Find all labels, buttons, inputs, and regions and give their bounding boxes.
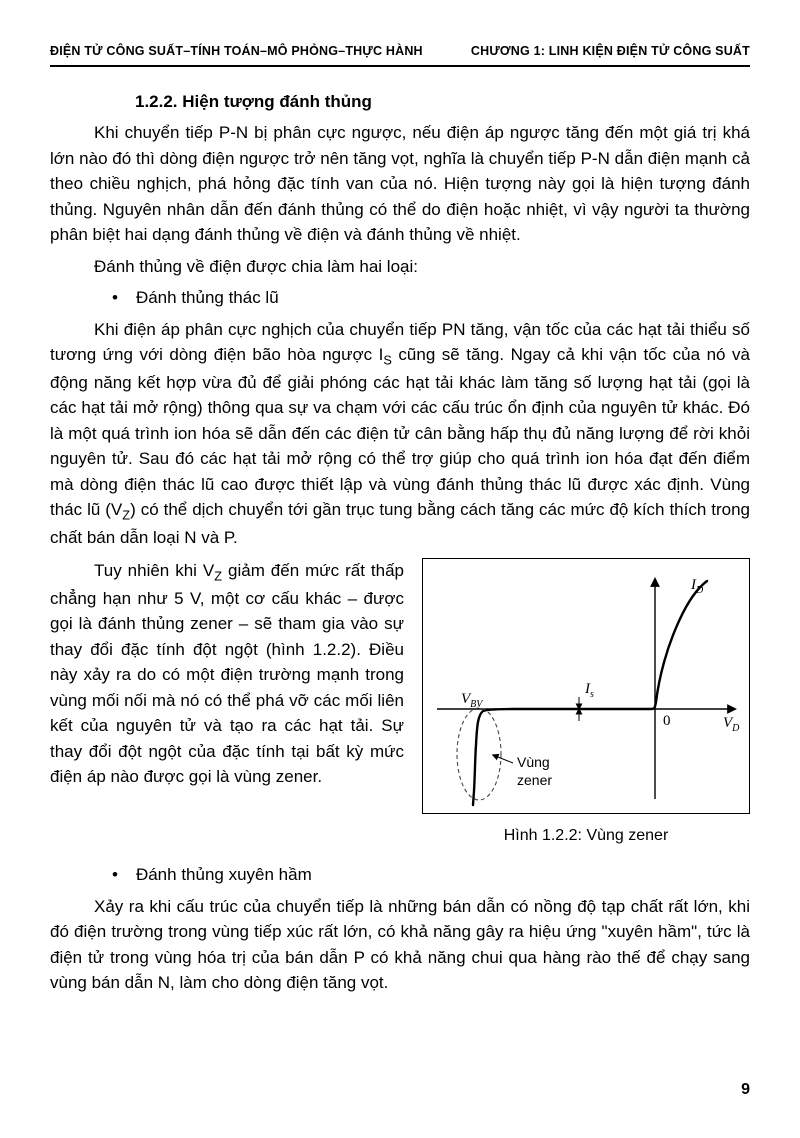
svg-text:0: 0 bbox=[663, 713, 671, 729]
bullet-item-1: • Đánh thủng thác lũ bbox=[112, 285, 750, 311]
sub-line-1: Đánh thủng về điện được chia làm hai loạ… bbox=[50, 254, 750, 280]
two-column-region: Tuy nhiên khi VZ giảm đến mức rất thấp c… bbox=[50, 558, 750, 848]
svg-text:ID: ID bbox=[690, 577, 704, 596]
paragraph-2: Khi điện áp phân cực nghịch của chuyển t… bbox=[50, 317, 750, 551]
paragraph-3: Tuy nhiên khi VZ giảm đến mức rất thấp c… bbox=[50, 558, 404, 790]
bullet-dot-icon: • bbox=[112, 285, 118, 311]
header-left: ĐIỆN TỬ CÔNG SUẤT–TÍNH TOÁN–MÔ PHỎNG–THỰ… bbox=[50, 42, 423, 61]
bullet-item-2: • Đánh thủng xuyên hầm bbox=[112, 862, 750, 888]
page-header: ĐIỆN TỬ CÔNG SUẤT–TÍNH TOÁN–MÔ PHỎNG–THỰ… bbox=[50, 42, 750, 67]
svg-text:VBV: VBV bbox=[461, 691, 484, 710]
bullet-dot-icon: • bbox=[112, 862, 118, 888]
header-right: CHƯƠNG 1: LINH KIỆN ĐIỆN TỬ CÔNG SUẤT bbox=[471, 42, 750, 61]
figure-zener-region: ID VD VBV Is 0 Vùng zener bbox=[422, 558, 750, 814]
svg-text:Vùng: Vùng bbox=[517, 754, 550, 770]
paragraph-4: Xảy ra khi cấu trúc của chuyển tiếp là n… bbox=[50, 894, 750, 996]
paragraph-1: Khi chuyển tiếp P-N bị phân cực ngược, n… bbox=[50, 120, 750, 248]
bullet-label-1: Đánh thủng thác lũ bbox=[136, 285, 279, 311]
page-number: 9 bbox=[741, 1078, 750, 1102]
svg-text:zener: zener bbox=[517, 772, 552, 788]
section-heading: 1.2.2. Hiện tượng đánh thủng bbox=[135, 89, 750, 115]
svg-text:Is: Is bbox=[584, 681, 594, 700]
svg-text:VD: VD bbox=[723, 715, 740, 734]
bullet-label-2: Đánh thủng xuyên hầm bbox=[136, 862, 312, 888]
figure-caption: Hình 1.2.2: Vùng zener bbox=[422, 824, 750, 848]
zener-curve-svg: ID VD VBV Is 0 Vùng zener bbox=[423, 559, 751, 815]
